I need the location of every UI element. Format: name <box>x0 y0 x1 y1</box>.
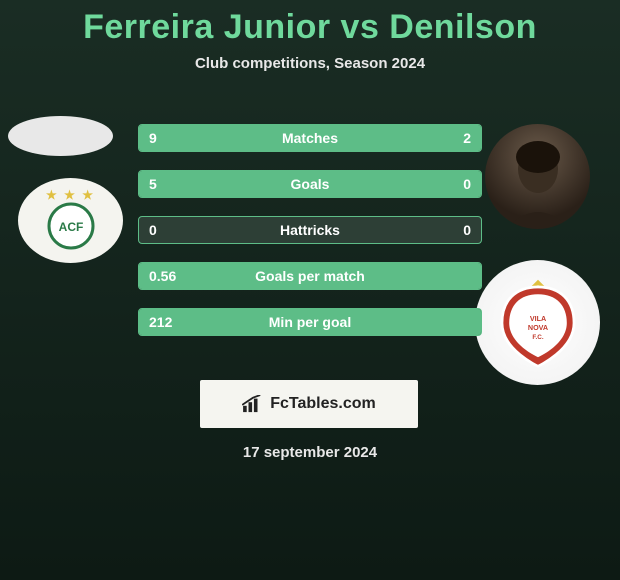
stat-value-left: 0.56 <box>139 268 199 284</box>
stat-row: 0Hattricks0 <box>138 216 482 244</box>
team1-badge: ★ ★ ★ ACF <box>18 178 123 263</box>
svg-text:NOVA: NOVA <box>527 323 547 332</box>
brand-box: FcTables.com <box>200 380 418 428</box>
stat-value-right: 0 <box>421 222 481 238</box>
subtitle: Club competitions, Season 2024 <box>0 55 620 72</box>
stat-value-left: 9 <box>139 130 199 146</box>
team2-crest-icon: VILA NOVA F.C. <box>493 278 583 368</box>
stats-table: 9Matches25Goals00Hattricks00.56Goals per… <box>138 124 482 354</box>
svg-text:F.C.: F.C. <box>532 334 543 341</box>
player2-silhouette <box>488 127 588 227</box>
brand-label: FcTables.com <box>270 395 376 413</box>
page-title: Ferreira Junior vs Denilson <box>0 0 620 47</box>
team2-badge: VILA NOVA F.C. <box>475 260 600 385</box>
stat-row: 0.56Goals per match <box>138 262 482 290</box>
team1-crest-icon: ACF <box>46 201 96 251</box>
player2-avatar <box>485 124 590 229</box>
svg-text:ACF: ACF <box>58 220 83 234</box>
player1-avatar <box>8 116 113 156</box>
stat-label: Min per goal <box>199 314 421 330</box>
stat-value-left: 0 <box>139 222 199 238</box>
stat-label: Goals <box>199 176 421 192</box>
stat-value-left: 5 <box>139 176 199 192</box>
brand-chart-icon <box>242 395 264 413</box>
stat-label: Hattricks <box>199 222 421 238</box>
stat-label: Goals per match <box>199 268 421 284</box>
svg-text:VILA: VILA <box>529 314 545 323</box>
stat-value-right: 0 <box>421 176 481 192</box>
stat-label: Matches <box>199 130 421 146</box>
stat-value-right: 2 <box>421 130 481 146</box>
date-label: 17 september 2024 <box>0 444 620 461</box>
stat-row: 212Min per goal <box>138 308 482 336</box>
stat-row: 5Goals0 <box>138 170 482 198</box>
stat-value-left: 212 <box>139 314 199 330</box>
team1-stars-icon: ★ ★ ★ <box>46 189 96 201</box>
stat-row: 9Matches2 <box>138 124 482 152</box>
